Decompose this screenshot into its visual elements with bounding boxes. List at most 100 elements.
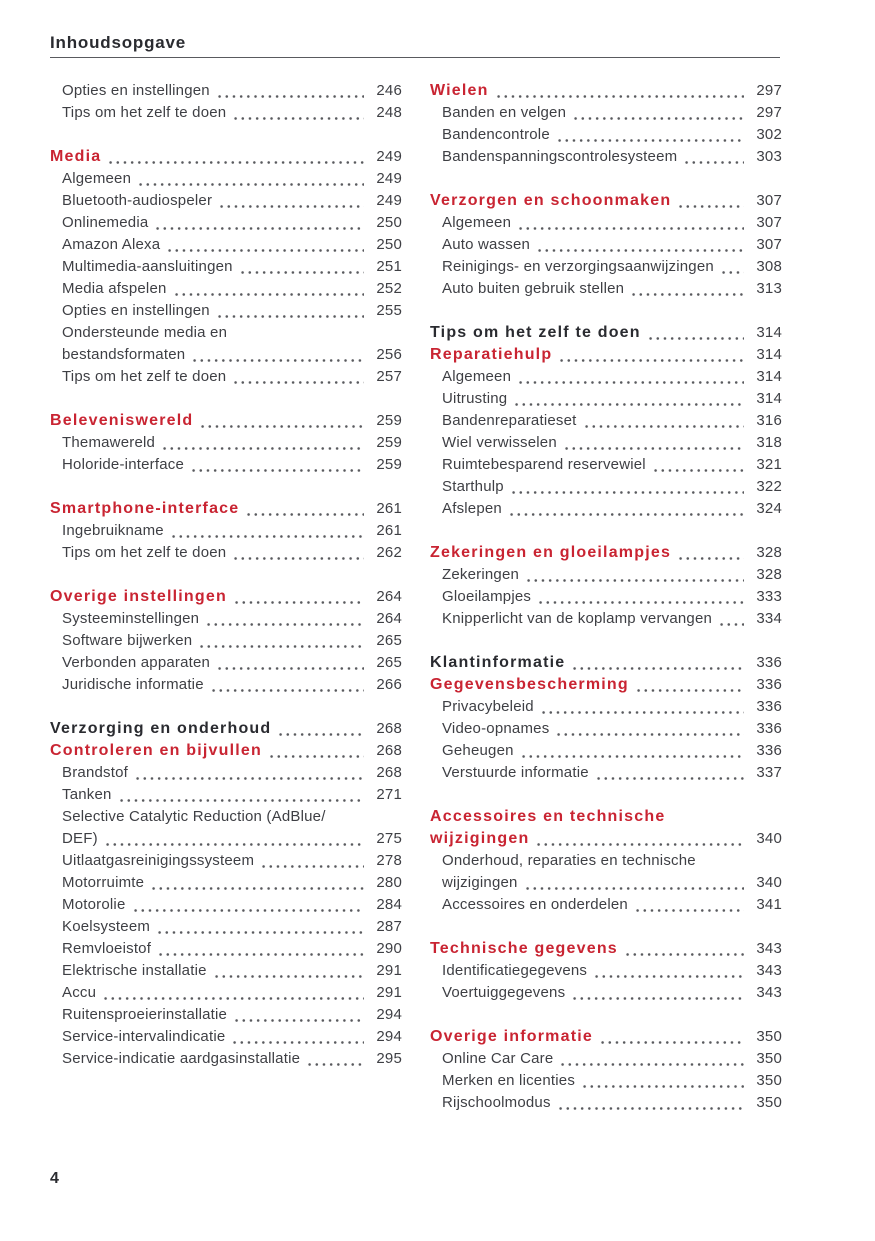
toc-entry-line: Juridische informatie 266	[50, 674, 402, 696]
dot-leader	[494, 80, 744, 102]
dot-leader	[134, 762, 364, 784]
toc-entry-line: Geheugen 336	[430, 740, 782, 762]
toc-entry: Reparatiehulp 314	[430, 344, 782, 366]
dot-leader	[719, 256, 744, 278]
dot-leader	[572, 102, 744, 124]
toc-block: Media 249 Algemeen 249 Bluetooth-audiospeler…	[50, 146, 402, 388]
toc-entry-line: Overige informatie 350	[430, 1026, 782, 1048]
toc-entry: Motorolie 284	[50, 894, 402, 916]
toc-entry: Accessoires en onderdelen 341	[430, 894, 782, 916]
dot-leader	[191, 344, 364, 366]
toc-entry-page: 271	[376, 786, 402, 803]
dot-leader	[107, 146, 364, 168]
dot-leader	[509, 476, 744, 498]
toc-entry-line: Bandencontrole 302	[430, 124, 782, 146]
toc-entry-line: Amazon Alexa 250	[50, 234, 402, 256]
toc-entry-title: bestandsformaten	[62, 346, 186, 363]
toc-entry-page: 307	[756, 192, 782, 209]
dot-leader	[245, 498, 364, 520]
toc-block: Smartphone-interface 261 Ingebruikname 261 T…	[50, 498, 402, 564]
toc-entry: Auto buiten gebruik stellen 313	[430, 278, 782, 300]
toc-entry-title: Ruimtebesparend reservewiel	[442, 456, 646, 473]
toc-entry: Ondersteunde media en bestandsformaten 256	[50, 322, 402, 366]
toc-entry: Bandenspanningscontrolesysteem 303	[430, 146, 782, 168]
toc-entry: Beleveniswereld 259	[50, 410, 402, 432]
toc-entry-line: Reinigings- en verzorgingsaanwijzingen 30…	[430, 256, 782, 278]
dot-leader	[150, 872, 364, 894]
toc-entry-title: Brandstof	[62, 764, 129, 781]
toc-entry-page: 268	[376, 742, 402, 759]
toc-entry-line: Ruitensproeierinstallatie 294	[50, 1004, 402, 1026]
page-title: Inhoudsopgave	[50, 33, 187, 52]
dot-leader	[555, 124, 744, 146]
dot-leader	[630, 278, 744, 300]
toc-entry: Gloeilampjes 333	[430, 586, 782, 608]
toc-entry-page: 265	[376, 632, 402, 649]
toc-entry-line: Merken en licenties 350	[430, 1070, 782, 1092]
toc-entry-line: Verbonden apparaten 265	[50, 652, 402, 674]
toc-entry-line: Verstuurde informatie 337	[430, 762, 782, 784]
toc-entry-page: 307	[756, 236, 782, 253]
toc-entry: Algemeen 314	[430, 366, 782, 388]
toc-entry: Zekeringen 328	[430, 564, 782, 586]
toc-entry: Systeeminstellingen 264	[50, 608, 402, 630]
toc-entry-line: Algemeen 314	[430, 366, 782, 388]
toc-entry-line: Afslepen 324	[430, 498, 782, 520]
dot-leader	[525, 564, 744, 586]
dot-leader	[634, 674, 744, 696]
toc-entry-line: Bandenreparatieset 316	[430, 410, 782, 432]
dot-leader	[137, 168, 364, 190]
toc-entry-title: Overige instellingen	[50, 588, 227, 605]
toc-entry-line: Systeeminstellingen 264	[50, 608, 402, 630]
dot-leader	[166, 234, 364, 256]
toc-entry-page: 314	[756, 346, 782, 363]
toc-entry-title: Amazon Alexa	[62, 236, 161, 253]
toc-entry-title: Beleveniswereld	[50, 412, 194, 429]
toc-entry-line: Uitrusting 314	[430, 388, 782, 410]
toc-entry-page: 328	[756, 566, 782, 583]
toc-entry-title: Accessoires en technische	[430, 808, 666, 825]
toc-entry-page: 294	[376, 1028, 402, 1045]
toc-entry-line: Verzorgen en schoonmaken 307	[430, 190, 782, 212]
toc-entry-line: Technische gegevens 343	[430, 938, 782, 960]
toc-entry: Bluetooth-audiospeler 249	[50, 190, 402, 212]
toc-entry-title: Selective Catalytic Reduction (AdBlue/	[62, 808, 326, 825]
toc-entry-page: 257	[376, 368, 402, 385]
toc-entry: Tips om het zelf te doen 248	[50, 102, 402, 124]
toc-entry-page: 291	[376, 962, 402, 979]
toc-entry: Onlinemedia 250	[50, 212, 402, 234]
toc-entry-page: 322	[756, 478, 782, 495]
dot-leader	[232, 542, 364, 564]
toc-entry: Klantinformatie 336	[430, 652, 782, 674]
toc-entry: Voertuiggegevens 343	[430, 982, 782, 1004]
toc-entry-line: Bandenspanningscontrolesysteem 303	[430, 146, 782, 168]
toc-entry-title: Algemeen	[62, 170, 132, 187]
toc-entry-title: Zekeringen	[442, 566, 520, 583]
dot-leader	[582, 410, 744, 432]
dot-leader	[260, 850, 364, 872]
toc-entry-title: Koelsysteem	[62, 918, 151, 935]
dot-leader	[539, 696, 744, 718]
toc-entry: Multimedia-aansluitingen 251	[50, 256, 402, 278]
toc-entry-title: Bluetooth-audiospeler	[62, 192, 213, 209]
toc-entry: Brandstof 268	[50, 762, 402, 784]
dot-leader	[581, 1070, 744, 1092]
toc-entry-line: Brandstof 268	[50, 762, 402, 784]
toc-entry-title: Reinigings- en verzorgingsaanwijzingen	[442, 258, 714, 275]
toc-entry: Starthulp 322	[430, 476, 782, 498]
toc-block: Verzorging en onderhoud 268 Controleren en…	[50, 718, 402, 1070]
dot-leader	[623, 938, 744, 960]
toc-entry: Zekeringen en gloeilampjes 328	[430, 542, 782, 564]
toc-entry: Remvloeistof 290	[50, 938, 402, 960]
toc-entry: Themawereld 259	[50, 432, 402, 454]
toc-entry-title: Klantinformatie	[430, 654, 566, 671]
toc-block: Zekeringen en gloeilampjes 328 Zekeringen 3…	[430, 542, 782, 630]
toc-entry-line: Themawereld 259	[50, 432, 402, 454]
toc-entry-page: 290	[376, 940, 402, 957]
dot-leader	[651, 454, 744, 476]
dot-leader	[157, 938, 364, 960]
toc-entry-line: Algemeen 249	[50, 168, 402, 190]
toc-entry-page: 259	[376, 456, 402, 473]
toc-entry-line: Voertuiggegevens 343	[430, 982, 782, 1004]
toc-block: Verzorgen en schoonmaken 307 Algemeen 307 Au…	[430, 190, 782, 300]
